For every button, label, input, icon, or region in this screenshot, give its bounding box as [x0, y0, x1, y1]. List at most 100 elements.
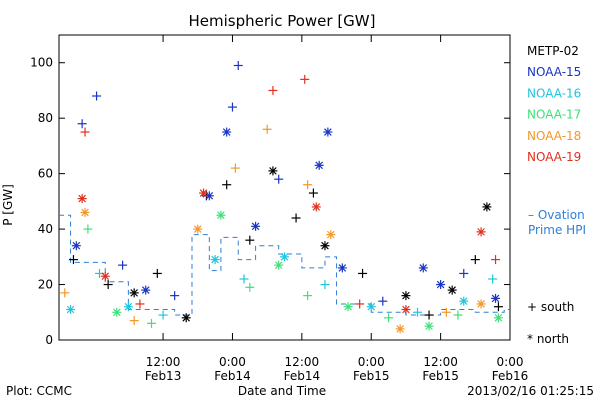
plot-frame [58, 34, 511, 341]
data-point-south [358, 268, 368, 278]
data-point-south [77, 119, 87, 129]
data-point-south [488, 274, 498, 284]
data-point-south [103, 280, 113, 290]
data-point-north [418, 263, 428, 273]
data-point-south [170, 291, 180, 301]
footer-timestamp: 2013/02/16 01:25:15 [467, 384, 594, 398]
data-point-north [459, 296, 469, 306]
data-point-south [291, 213, 301, 223]
data-point-north [493, 313, 503, 323]
data-point-south [129, 316, 139, 326]
data-point-south [233, 61, 243, 70]
data-point-south [470, 255, 480, 265]
data-point-south [245, 235, 255, 245]
data-point-north [71, 241, 81, 251]
legend: METP-02 NOAA-15 NOAA-16 NOAA-17 NOAA-18 NOAA-… [527, 44, 581, 164]
data-point-north [343, 302, 353, 312]
data-point-north [210, 255, 220, 265]
data-point-north [314, 160, 324, 170]
data-point-north [366, 302, 376, 312]
x-tick-label-time: 0:00 [219, 355, 246, 369]
x-tick-label-date: Feb14 [284, 369, 321, 383]
ovation-legend-line1: – Ovation [528, 208, 585, 222]
y-tick-label: 20 [38, 278, 53, 292]
data-point-south [491, 255, 501, 265]
data-point-north [251, 221, 261, 231]
y-tick-label: 80 [38, 111, 53, 125]
y-tick-label: 100 [30, 56, 53, 70]
data-point-south [92, 91, 102, 101]
data-point-south [378, 296, 388, 306]
data-point-north [447, 285, 457, 295]
legend-item: METP-02 [527, 44, 579, 58]
footer-plot-credit: Plot: CCMC [6, 384, 72, 398]
data-point-south [227, 102, 237, 112]
x-tick-label-date: Feb16 [492, 369, 529, 383]
data-point-north [476, 299, 486, 309]
data-point-north [401, 291, 411, 301]
x-tick-label-time: 0:00 [358, 355, 385, 369]
chart-title: Hemispheric Power [GW] [189, 12, 376, 30]
data-point-north [193, 224, 203, 234]
data-point-north [326, 230, 336, 240]
legend-north-symbol: * north [527, 332, 569, 346]
y-tick-label: 40 [38, 222, 53, 236]
data-point-south [459, 268, 469, 278]
data-point-south [412, 307, 422, 317]
data-point-south [300, 74, 310, 84]
data-point-north [436, 280, 446, 290]
data-point-north [268, 166, 278, 176]
data-point-north [222, 127, 232, 137]
data-point-north [123, 302, 133, 312]
data-point-south [303, 291, 313, 301]
ovation-step-path [59, 214, 510, 316]
x-tick-label-time: 0:00 [497, 355, 524, 369]
data-point-south [158, 310, 168, 320]
data-point-north [141, 285, 151, 295]
data-point-south [152, 268, 162, 278]
data-point-north [395, 324, 405, 334]
data-point-north [320, 241, 330, 251]
data-point-north [424, 321, 434, 331]
data-point-north [100, 271, 110, 281]
data-point-south [222, 180, 232, 190]
data-point-north [216, 210, 226, 220]
data-point-south [303, 180, 313, 190]
data-point-north [112, 307, 122, 317]
data-point-south [308, 188, 318, 198]
y-tick-label: 0 [45, 333, 53, 347]
data-point-south [245, 282, 255, 292]
data-point-south [60, 288, 70, 298]
data-point-south [441, 307, 451, 317]
data-point-north [401, 305, 411, 314]
data-point-south [83, 224, 93, 234]
data-point-north [482, 202, 492, 212]
data-point-north [337, 263, 347, 273]
data-point-south [384, 313, 394, 323]
data-point-south [135, 299, 145, 309]
y-axis: 0 20 40 60 80 100 [30, 56, 510, 347]
data-point-south [118, 260, 128, 270]
data-point-north [274, 260, 284, 270]
legend-item: NOAA-18 [527, 129, 581, 143]
data-point-north [77, 194, 87, 204]
data-point-south [147, 318, 157, 328]
legend-item: NOAA-17 [527, 108, 581, 122]
x-axis: 12:00Feb130:00Feb1412:00Feb140:00Feb1512… [145, 35, 528, 383]
x-tick-label-date: Feb15 [422, 369, 459, 383]
data-markers [60, 61, 503, 334]
data-point-south [230, 163, 240, 173]
data-point-south [268, 85, 278, 95]
data-point-north [199, 188, 209, 198]
legend-item: NOAA-16 [527, 86, 581, 100]
data-point-south [80, 127, 90, 137]
x-tick-label-time: 12:00 [146, 355, 181, 369]
data-point-north [491, 293, 501, 303]
y-tick-label: 60 [38, 167, 53, 181]
data-point-north [129, 288, 139, 298]
data-point-south [493, 302, 503, 312]
data-point-south [320, 280, 330, 290]
legend-item: NOAA-15 [527, 65, 581, 79]
x-tick-label-date: Feb14 [214, 369, 251, 383]
data-point-north [181, 313, 191, 323]
